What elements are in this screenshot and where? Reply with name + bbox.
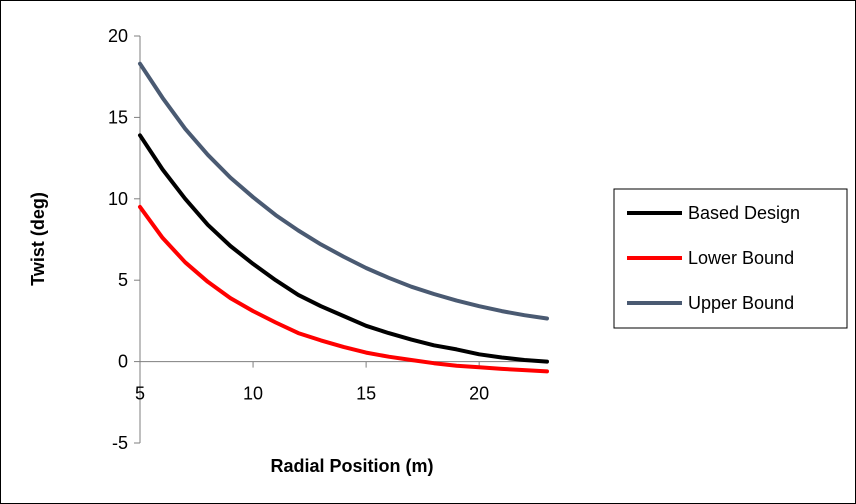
x-axis-title: Radial Position (m) <box>270 456 433 476</box>
y-axis-title: Twist (deg) <box>28 192 48 286</box>
legend-label-based-design: Based Design <box>688 203 800 223</box>
x-tick-label: 15 <box>356 384 376 404</box>
y-tick-label: 10 <box>108 189 128 209</box>
plot-lines <box>138 61 549 374</box>
y-tick-label: 0 <box>118 352 128 372</box>
legend-label-lower-bound: Lower Bound <box>688 248 794 268</box>
y-tick-label: 5 <box>118 270 128 290</box>
series-line-based-design <box>138 133 549 364</box>
legend: Based Design Lower Bound Upper Bound <box>613 188 848 329</box>
x-tick-label: 10 <box>243 384 263 404</box>
x-tick-label: 20 <box>469 384 489 404</box>
x-tick-label: 5 <box>135 384 145 404</box>
y-tick-label: 20 <box>108 26 128 46</box>
y-tick-label: 15 <box>108 107 128 127</box>
axes <box>134 35 547 444</box>
y-tick-label: -5 <box>112 433 128 453</box>
series-line-lower-bound <box>138 204 549 374</box>
series-line-upper-bound <box>138 61 549 321</box>
legend-label-upper-bound: Upper Bound <box>688 293 794 313</box>
